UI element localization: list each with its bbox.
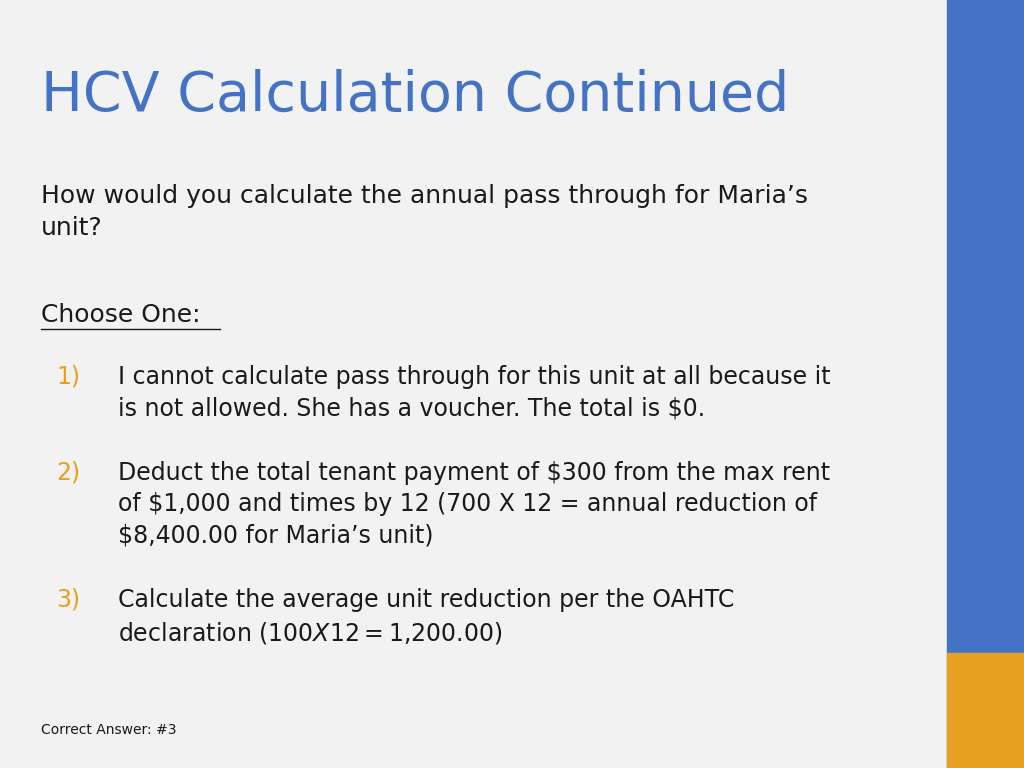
Text: How would you calculate the annual pass through for Maria’s
unit?: How would you calculate the annual pass … xyxy=(41,184,808,240)
Text: 2): 2) xyxy=(56,461,81,485)
Text: Calculate the average unit reduction per the OAHTC
declaration ($100 X 12 = $1,2: Calculate the average unit reduction per… xyxy=(118,588,734,646)
Text: Correct Answer: #3: Correct Answer: #3 xyxy=(41,723,176,737)
Text: 1): 1) xyxy=(56,365,80,389)
Bar xyxy=(947,0,1024,768)
Text: HCV Calculation Continued: HCV Calculation Continued xyxy=(41,69,790,123)
Text: 3): 3) xyxy=(56,588,81,611)
Text: I cannot calculate pass through for this unit at all because it
is not allowed. : I cannot calculate pass through for this… xyxy=(118,365,830,420)
Text: Choose One:: Choose One: xyxy=(41,303,201,327)
Text: Deduct the total tenant payment of $300 from the max rent
of $1,000 and times by: Deduct the total tenant payment of $300 … xyxy=(118,461,829,548)
Bar xyxy=(947,653,1024,768)
